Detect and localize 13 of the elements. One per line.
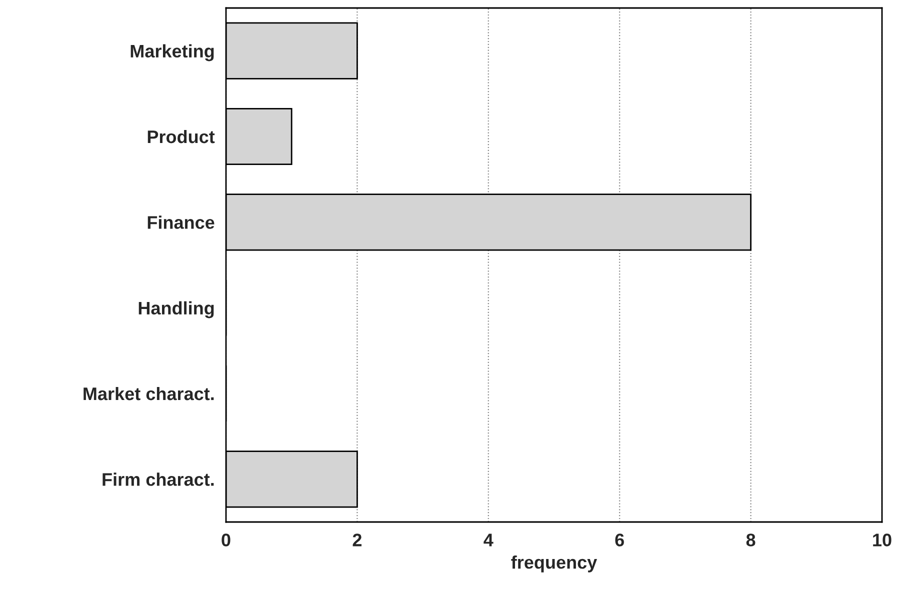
y-tick-label: Marketing: [130, 44, 214, 62]
y-tick-label: Firm charact.: [102, 472, 214, 486]
x-tick-label: 10: [873, 534, 892, 546]
x-tick-label: 4: [484, 534, 494, 546]
y-tick-label: Market charact.: [84, 386, 214, 400]
x-tick-label: 2: [352, 534, 362, 546]
y-tick-label: Handling: [138, 301, 214, 318]
x-tick-label: 6: [615, 534, 624, 546]
x-axis-title: frequency: [511, 556, 598, 572]
x-tick-label: 0: [222, 534, 230, 546]
y-tick-label: Finance: [148, 216, 214, 229]
y-tick-label: Product: [148, 130, 215, 144]
x-tick-label: 8: [746, 534, 756, 546]
